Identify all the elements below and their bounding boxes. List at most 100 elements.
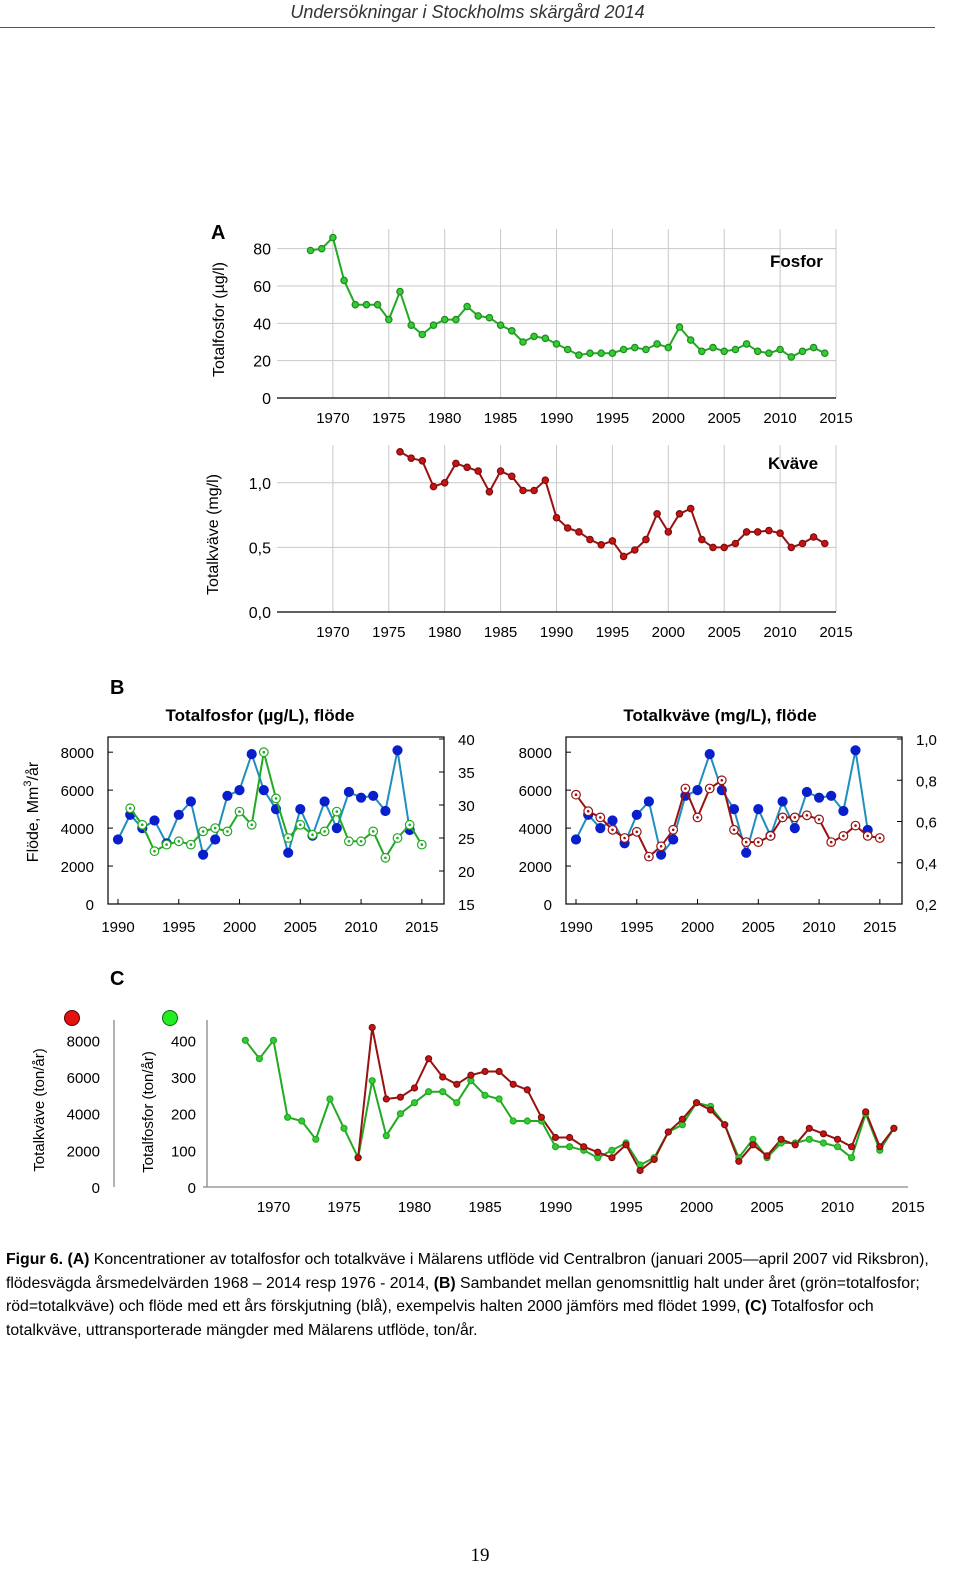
x-tick-label: 1975: [372, 624, 405, 641]
concentration-point-center: [793, 816, 797, 819]
phosphorus-point: [298, 1117, 306, 1125]
data-point: [776, 529, 784, 538]
chart-a1: 1970 1975 1980 1985 1990 1995 2000 2005 2010 2015…: [211, 229, 853, 427]
phosphorus-point: [241, 1036, 249, 1044]
data-point: [642, 535, 650, 544]
data-point: [530, 332, 538, 341]
data-point: [575, 351, 583, 359]
nitrogen-point: [410, 1084, 419, 1092]
phosphorus-point: [396, 1110, 404, 1118]
concentration-point-center: [732, 828, 736, 832]
y-tick-label: 4000: [519, 821, 552, 838]
data-point: [440, 315, 449, 324]
concentration-point-center: [238, 810, 241, 813]
flow-point: [728, 803, 740, 815]
y-right-tick-label: 25: [458, 831, 475, 848]
flow-point: [753, 803, 764, 815]
x-tick-label: 2010: [763, 410, 796, 427]
y-tick-label: 8000: [519, 745, 552, 762]
phosphorus-point: [453, 1099, 461, 1107]
phosphorus-point: [326, 1095, 334, 1103]
x-tick-label: 2010: [763, 624, 796, 641]
data-point: [608, 537, 617, 545]
concentration-point-center: [213, 826, 217, 830]
y-right-tick-label: 40: [458, 732, 475, 749]
x-tick-label: 2005: [708, 624, 741, 641]
flow-point: [777, 796, 788, 807]
x-tick-label: 1990: [559, 919, 592, 936]
y-tick-label: 40: [253, 316, 271, 333]
data-point: [720, 347, 729, 356]
concentration-point-center: [250, 823, 253, 827]
x-tick-label: 2010: [344, 919, 377, 936]
concentration-point-center: [165, 843, 168, 846]
x-tick-label: 1990: [540, 410, 573, 427]
flow-line: [575, 749, 869, 856]
data-point: [820, 539, 829, 548]
phosphorus-point: [565, 1143, 574, 1151]
flow-point: [198, 849, 209, 860]
chart-title: Totalkväve (mg/L), flöde: [623, 706, 816, 725]
y-right-tick-label: 0,2: [916, 897, 937, 914]
flow-point: [210, 834, 221, 845]
flow-point: [246, 748, 257, 760]
data-point: [765, 526, 773, 535]
data-point: [731, 345, 740, 354]
phosphorus-point: [608, 1146, 616, 1154]
y-tick-label: 0: [86, 897, 94, 914]
caption-label: Figur 6.: [6, 1251, 64, 1268]
concentration-point-center: [574, 793, 578, 796]
x-tick-label: 1995: [609, 1199, 642, 1216]
x-tick-label: 2005: [708, 410, 741, 427]
nitrogen-point: [678, 1115, 687, 1123]
flow-point: [380, 805, 391, 817]
data-point: [452, 459, 460, 468]
nitrogen-point: [876, 1143, 884, 1151]
concentration-point-center: [744, 840, 748, 844]
figure-caption: Figur 6. (A) Koncentrationer av totalfos…: [6, 1248, 951, 1342]
nitrogen-point: [382, 1095, 390, 1103]
nitrogen-point: [890, 1124, 898, 1132]
data-point: [351, 300, 360, 309]
data-point: [552, 340, 561, 348]
y-right-tick-label: 35: [458, 765, 475, 782]
y-right-tick-label: 20: [458, 864, 475, 881]
x-tick-label: 2005: [750, 1199, 783, 1216]
y-tick-label-p: 200: [171, 1107, 196, 1124]
y-right-tick-label: 30: [458, 798, 475, 815]
data-point: [418, 330, 427, 339]
concentration-point-center: [757, 840, 760, 844]
header-divider: [0, 27, 935, 28]
phosphorus-point: [509, 1117, 517, 1125]
x-tick-label: 1990: [539, 1199, 572, 1216]
data-point: [653, 340, 661, 348]
flow-point: [838, 805, 849, 817]
nitrogen-point: [580, 1143, 588, 1151]
data-point: [552, 513, 561, 522]
concentration-point-center: [153, 849, 156, 853]
x-tick-label: 2000: [652, 410, 685, 427]
data-point: [798, 539, 807, 548]
flow-point: [234, 784, 245, 796]
nitrogen-point: [537, 1113, 546, 1121]
data-point: [440, 478, 449, 487]
x-tick-label: 2005: [284, 919, 317, 936]
flow-point: [331, 822, 342, 834]
data-point: [787, 353, 796, 361]
data-point: [731, 539, 740, 548]
concentration-point-center: [635, 830, 639, 834]
concentration-point-center: [408, 823, 412, 827]
nitrogen-point: [439, 1073, 447, 1081]
nitrogen-point: [565, 1133, 574, 1142]
y-tick-label: 6000: [61, 783, 94, 800]
y-tick-label: 8000: [61, 745, 94, 762]
data-point: [697, 347, 706, 356]
data-point: [664, 528, 673, 536]
y-tick-label: 2000: [519, 859, 552, 876]
data-point: [396, 287, 404, 296]
chart-a2: 1970 1975 1980 1985 1990 1995 2000 2005 2010 2015…: [205, 445, 853, 641]
y-tick-label: 0,5: [249, 540, 271, 557]
data-point: [507, 326, 516, 335]
x-tick-label: 1985: [468, 1199, 501, 1216]
